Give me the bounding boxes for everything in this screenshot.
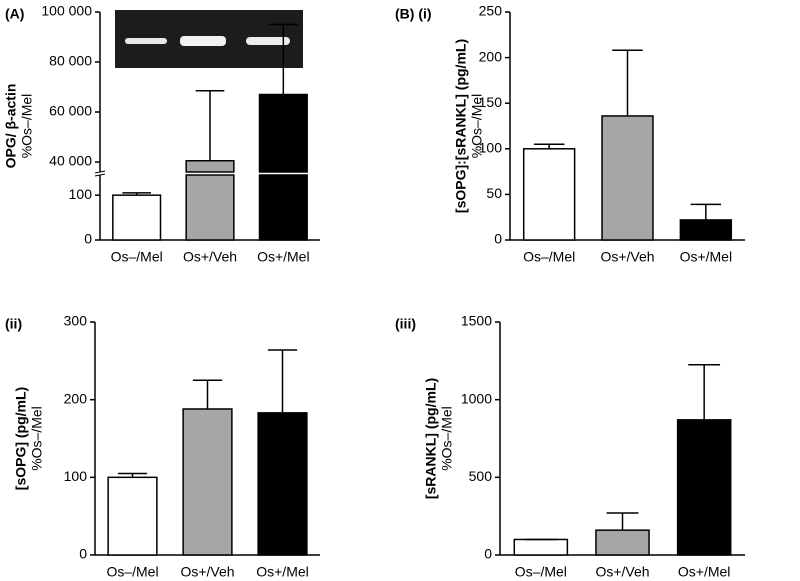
x-tick-label: Os+/Mel xyxy=(257,249,310,265)
x-tick-label: Os–/Mel xyxy=(523,249,575,265)
y-tick-label: 0 xyxy=(494,231,502,247)
axis-break xyxy=(94,170,106,174)
bar xyxy=(595,529,650,556)
error-bar xyxy=(612,49,643,116)
error-bar xyxy=(533,143,565,149)
y-axis-label: [sOPG]:[sRANKL] (pg/mL) xyxy=(453,39,469,213)
x-tick-label: Os+/Veh xyxy=(600,249,654,265)
y-tick-label: 500 xyxy=(469,468,493,484)
y-tick-label: 50 xyxy=(486,185,502,201)
y-tick-label: 1000 xyxy=(461,390,492,406)
error-bar xyxy=(267,349,298,413)
bar xyxy=(257,412,308,556)
y-tick-label: 0 xyxy=(84,231,92,247)
bar xyxy=(182,408,233,556)
x-tick-label: Os+/Veh xyxy=(595,564,649,580)
error-bar xyxy=(269,23,298,95)
bar xyxy=(107,476,158,556)
bar xyxy=(601,115,654,241)
y-axis-label: %Os–/Mel xyxy=(469,94,485,159)
error-bar xyxy=(690,203,722,220)
y-tick-label: 100 000 xyxy=(41,3,92,19)
gel-inset xyxy=(115,10,303,68)
error-bar xyxy=(117,472,148,478)
bar xyxy=(258,174,308,241)
gel-band xyxy=(180,36,226,46)
error-bar xyxy=(122,192,151,196)
y-tick-label: 0 xyxy=(484,546,492,562)
y-axis-label: OPG/ β-actin xyxy=(3,84,19,169)
y-tick-label: 0 xyxy=(79,546,87,562)
error-bar xyxy=(192,379,223,409)
error-bar xyxy=(606,512,639,531)
panel-label: (B) (i) xyxy=(395,6,432,22)
panel-label: (ii) xyxy=(5,316,22,332)
error-bar xyxy=(688,363,721,420)
x-tick-label: Os–/Mel xyxy=(515,564,567,580)
y-tick-label: 60 000 xyxy=(49,103,92,119)
y-tick-label: 200 xyxy=(479,48,503,64)
bar xyxy=(522,148,576,241)
gel-band xyxy=(246,37,290,45)
y-axis-label: %Os–/Mel xyxy=(29,406,45,471)
bar xyxy=(258,93,308,173)
error-bar xyxy=(195,90,225,161)
y-tick-label: 100 xyxy=(479,140,503,156)
panel-label: (A) xyxy=(5,6,24,22)
y-tick-label: 200 xyxy=(64,390,88,406)
bar xyxy=(112,194,162,241)
bar xyxy=(676,419,732,556)
bar xyxy=(679,219,733,241)
y-tick-label: 100 xyxy=(64,468,88,484)
gel-band xyxy=(125,38,167,44)
x-tick-label: Os–/Mel xyxy=(106,564,158,580)
y-axis-label: [sRANKL] (pg/mL) xyxy=(423,378,439,499)
y-tick-label: 300 xyxy=(64,313,88,329)
y-tick-label: 80 000 xyxy=(49,53,92,69)
bar xyxy=(185,174,235,241)
y-axis-label: %Os–/Mel xyxy=(439,406,455,471)
y-tick-label: 100 xyxy=(69,186,93,202)
y-axis-label: [sOPG] (pg/mL) xyxy=(13,387,29,490)
y-tick-label: 150 xyxy=(479,94,503,110)
y-axis-label: %Os–/Mel xyxy=(19,94,35,159)
bar xyxy=(513,538,569,556)
bar xyxy=(185,160,235,173)
x-tick-label: Os+/Mel xyxy=(678,564,731,580)
x-tick-label: Os+/Mel xyxy=(680,249,733,265)
axis-break xyxy=(94,173,106,177)
y-tick-label: 250 xyxy=(479,3,503,19)
x-tick-label: Os–/Mel xyxy=(111,249,163,265)
y-tick-label: 40 000 xyxy=(49,153,92,169)
panel-label: (iii) xyxy=(395,316,416,332)
x-tick-label: Os+/Veh xyxy=(180,564,234,580)
x-tick-label: Os+/Mel xyxy=(256,564,309,580)
y-tick-label: 1500 xyxy=(461,313,492,329)
x-tick-label: Os+/Veh xyxy=(183,249,237,265)
